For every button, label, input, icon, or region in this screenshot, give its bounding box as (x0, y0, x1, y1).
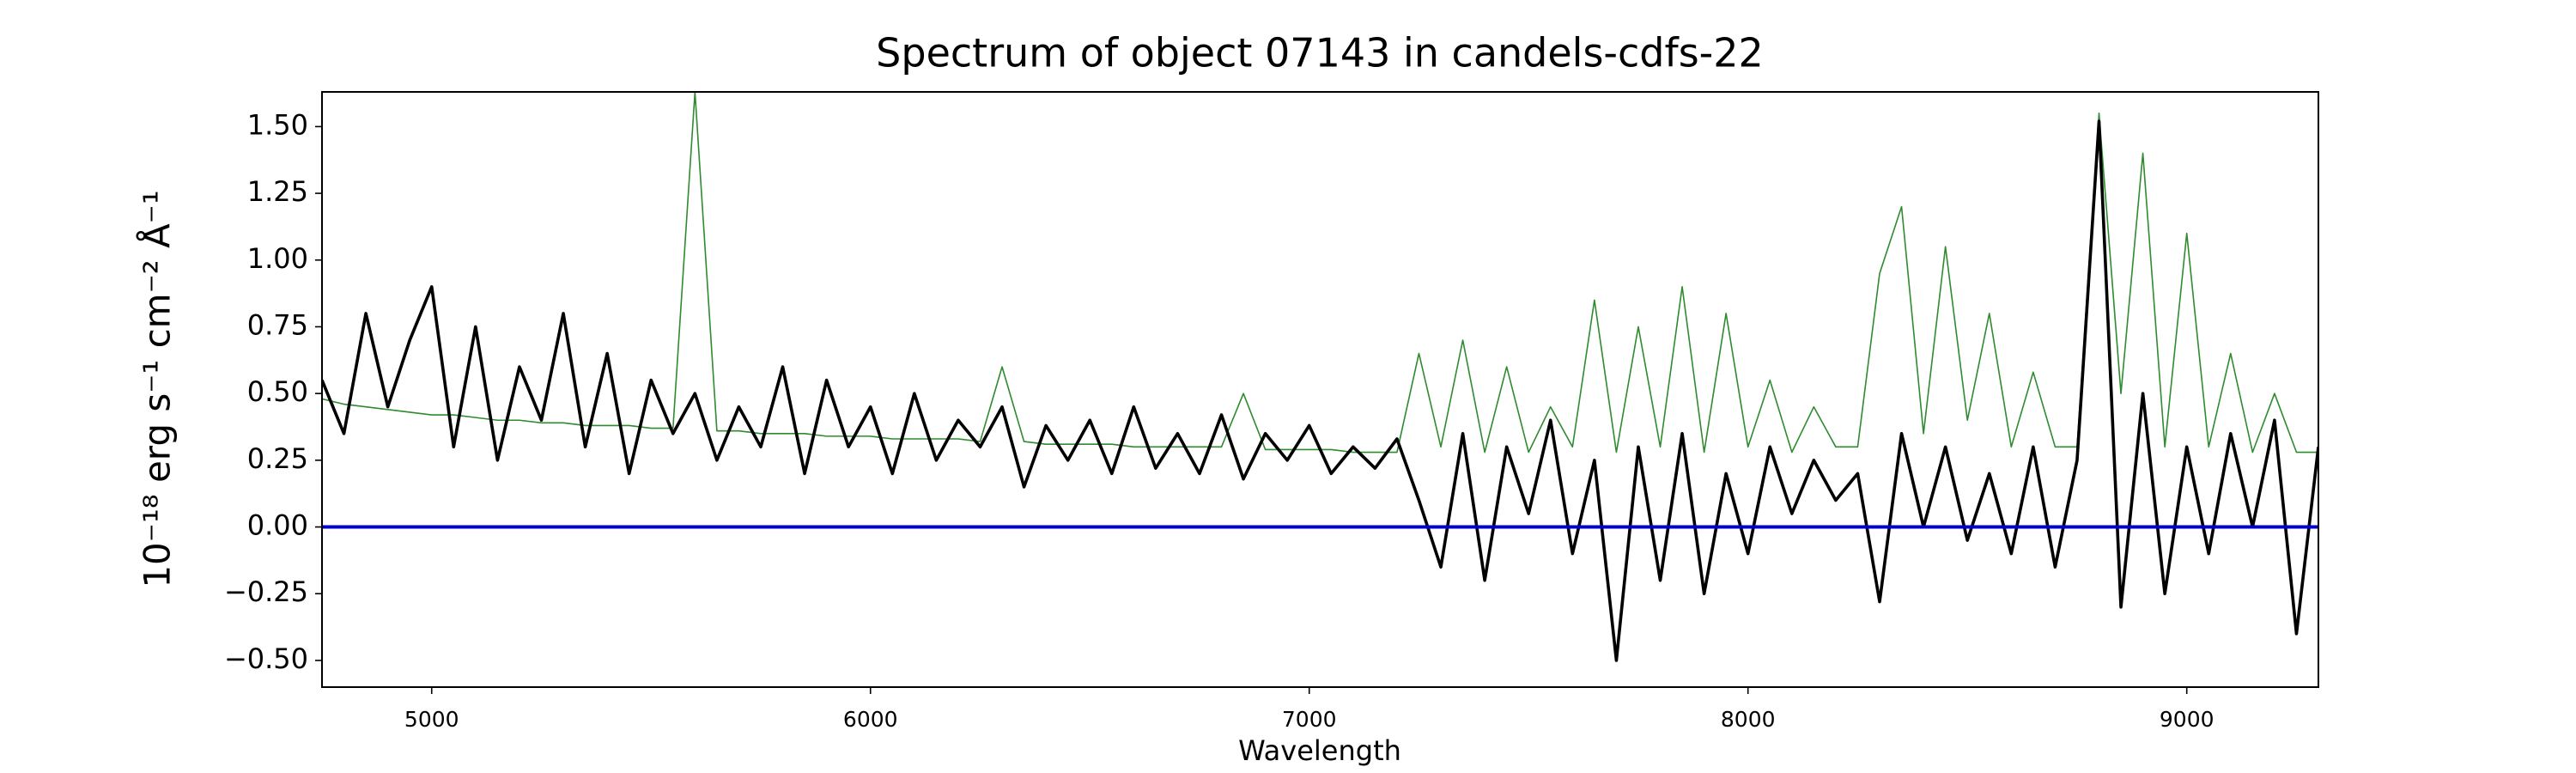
y-tick-label: 0.25 (247, 442, 308, 475)
x-tick-label: 7000 (1282, 707, 1337, 732)
y-tick-label: 1.00 (247, 242, 308, 275)
y-tick-label: 0.00 (247, 509, 308, 542)
y-tick-label: 0.75 (247, 308, 308, 341)
spectrum-line (322, 119, 2318, 662)
plot-frame (321, 91, 2319, 688)
spectrum-line (322, 92, 2318, 453)
plot-area (322, 92, 2318, 662)
y-tick-label: 1.50 (247, 108, 308, 141)
x-tick-label: 8000 (1721, 707, 1776, 732)
x-tick-label: 6000 (843, 707, 898, 732)
y-tick-label: 1.25 (247, 175, 308, 208)
y-tick-label: −0.50 (224, 642, 308, 675)
chart-title: Spectrum of object 07143 in candels-cdfs… (876, 30, 1764, 76)
y-axis-label: 10⁻¹⁸ erg s⁻¹ cm⁻² Å⁻¹ (136, 190, 179, 587)
y-tick-label: −0.25 (224, 575, 308, 608)
x-tick-label: 9000 (2160, 707, 2215, 732)
x-tick-label: 5000 (404, 707, 459, 732)
x-axis-label: Wavelength (1238, 734, 1401, 767)
y-tick-label: 0.50 (247, 375, 308, 408)
